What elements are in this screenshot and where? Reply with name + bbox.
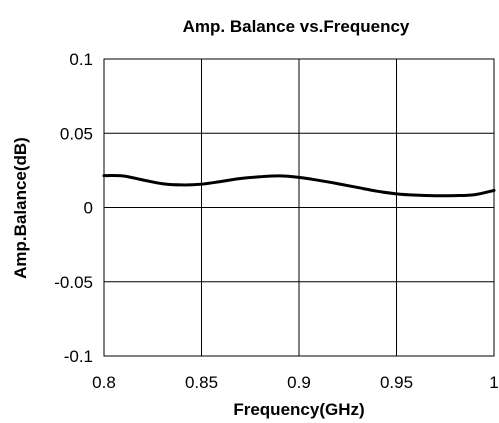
x-tick-label: 0.8 — [92, 373, 116, 392]
y-tick-labels: 0.1 0.05 0 -0.05 -0.1 — [54, 50, 93, 366]
series-line-0 — [102, 174, 496, 198]
y-tick-label: -0.1 — [64, 347, 93, 366]
y-axis-label: Amp.Balance(dB) — [11, 137, 30, 279]
x-tick-label: 0.85 — [185, 373, 218, 392]
x-tick-label: 1 — [489, 373, 498, 392]
x-tick-labels: 0.8 0.85 0.9 0.95 1 — [92, 373, 499, 392]
plot-frame — [103, 58, 495, 357]
y-tick-label: 0.1 — [69, 50, 93, 69]
y-tick-label: 0.05 — [60, 124, 93, 143]
y-tick-label: 0 — [84, 199, 93, 218]
x-axis-label: Frequency(GHz) — [233, 400, 364, 419]
x-tick-label: 0.9 — [287, 373, 311, 392]
series-layer — [102, 174, 496, 198]
grid-layer — [104, 59, 494, 356]
chart-title: Amp. Balance vs.Frequency — [183, 17, 410, 36]
y-tick-label: -0.05 — [54, 273, 93, 292]
x-tick-label: 0.95 — [380, 373, 413, 392]
